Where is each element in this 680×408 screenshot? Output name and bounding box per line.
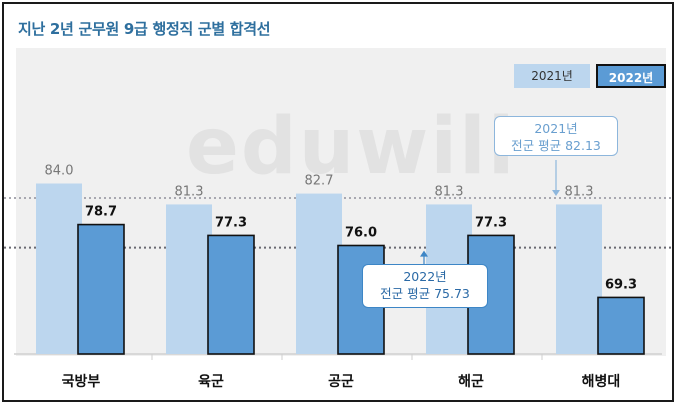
category-label-4: 해병대 (582, 373, 621, 390)
bar-2022-4 (597, 296, 645, 355)
bar-2022-0 (77, 223, 125, 355)
chart-title: 지난 2년 군무원 9급 행정직 군별 합격선 (18, 20, 271, 38)
callout-2022-year: 2022년 (403, 269, 447, 284)
callout-2022-text: 전군 평균 75.73 (380, 286, 470, 301)
category-label-3: 해군 (458, 374, 484, 390)
bar-2021-4 (556, 204, 602, 354)
bar-2021-2 (296, 193, 342, 354)
legend-2021: 2021년 (514, 64, 590, 88)
bar-2021-1 (166, 204, 212, 354)
callout-2021-arrowhead (552, 189, 560, 196)
bar-2021-0 (36, 183, 82, 354)
data-label-2022-3: 77.3 (475, 215, 507, 230)
callout-2022-arrowhead (420, 250, 428, 257)
watermark: eduwill (186, 102, 517, 192)
data-label-2022-4: 69.3 (605, 277, 637, 292)
data-label-2021-0: 84.0 (45, 164, 74, 179)
category-label-0: 국방부 (62, 373, 101, 390)
callout-2021-text: 전군 평균 82.13 (511, 138, 601, 153)
callout-2021-year: 2021년 (534, 121, 578, 136)
data-label-2022-2: 76.0 (345, 226, 377, 241)
callout-2022-average: 2022년 전군 평균 75.73 (362, 264, 488, 308)
category-label-2: 공군 (328, 374, 354, 390)
data-label-2022-0: 78.7 (85, 205, 117, 220)
data-label-2021-3: 81.3 (435, 184, 464, 199)
callout-2021-average: 2021년 전군 평균 82.13 (494, 116, 618, 156)
category-label-1: 육군 (198, 374, 224, 390)
bar-2022-1 (207, 234, 255, 355)
data-label-2021-4: 81.3 (565, 184, 594, 199)
legend-2022: 2022년 (596, 64, 666, 88)
data-label-2021-1: 81.3 (175, 184, 204, 199)
data-label-2021-2: 82.7 (305, 174, 334, 189)
data-label-2022-1: 77.3 (215, 215, 247, 230)
